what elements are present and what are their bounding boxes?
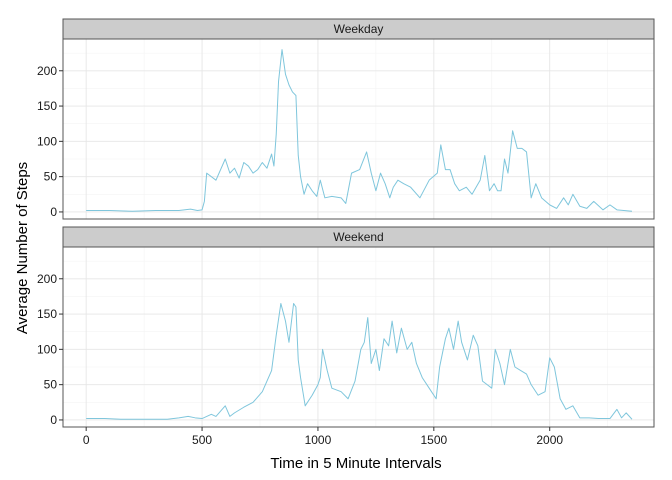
y-tick-label: 50 <box>44 170 58 184</box>
y-tick-label: 200 <box>37 64 57 78</box>
x-axis-title: Time in 5 Minute Intervals <box>270 455 441 472</box>
facet-label-weekend: Weekend <box>333 230 383 244</box>
y-tick-label: 100 <box>37 342 57 356</box>
x-tick-label: 2000 <box>536 433 563 447</box>
y-tick-label: 150 <box>37 99 57 113</box>
y-tick-label: 100 <box>37 134 57 148</box>
panel-weekday: Weekday 0 50 100 150 200 <box>37 18 655 220</box>
series-line-weekday <box>86 49 633 212</box>
facet-label-weekday: Weekday <box>334 22 384 36</box>
x-tick-label: 1000 <box>305 433 332 447</box>
y-tick-label: 0 <box>50 413 57 427</box>
y-tick-label: 50 <box>44 378 58 392</box>
panel-border-weekend <box>62 246 655 428</box>
series-line-weekend <box>86 302 633 420</box>
y-tick-label: 150 <box>37 307 57 321</box>
y-tick-label: 200 <box>37 272 57 286</box>
y-tick-label: 0 <box>50 205 57 219</box>
x-tick-label: 1500 <box>420 433 447 447</box>
x-tick-label: 500 <box>192 433 212 447</box>
panel-border-weekday <box>62 38 655 220</box>
plot-area-weekend <box>63 247 654 427</box>
plot-area-weekday <box>63 39 654 219</box>
x-tick-label: 0 <box>83 433 90 447</box>
y-axis-title: Average Number of Steps <box>14 162 31 334</box>
